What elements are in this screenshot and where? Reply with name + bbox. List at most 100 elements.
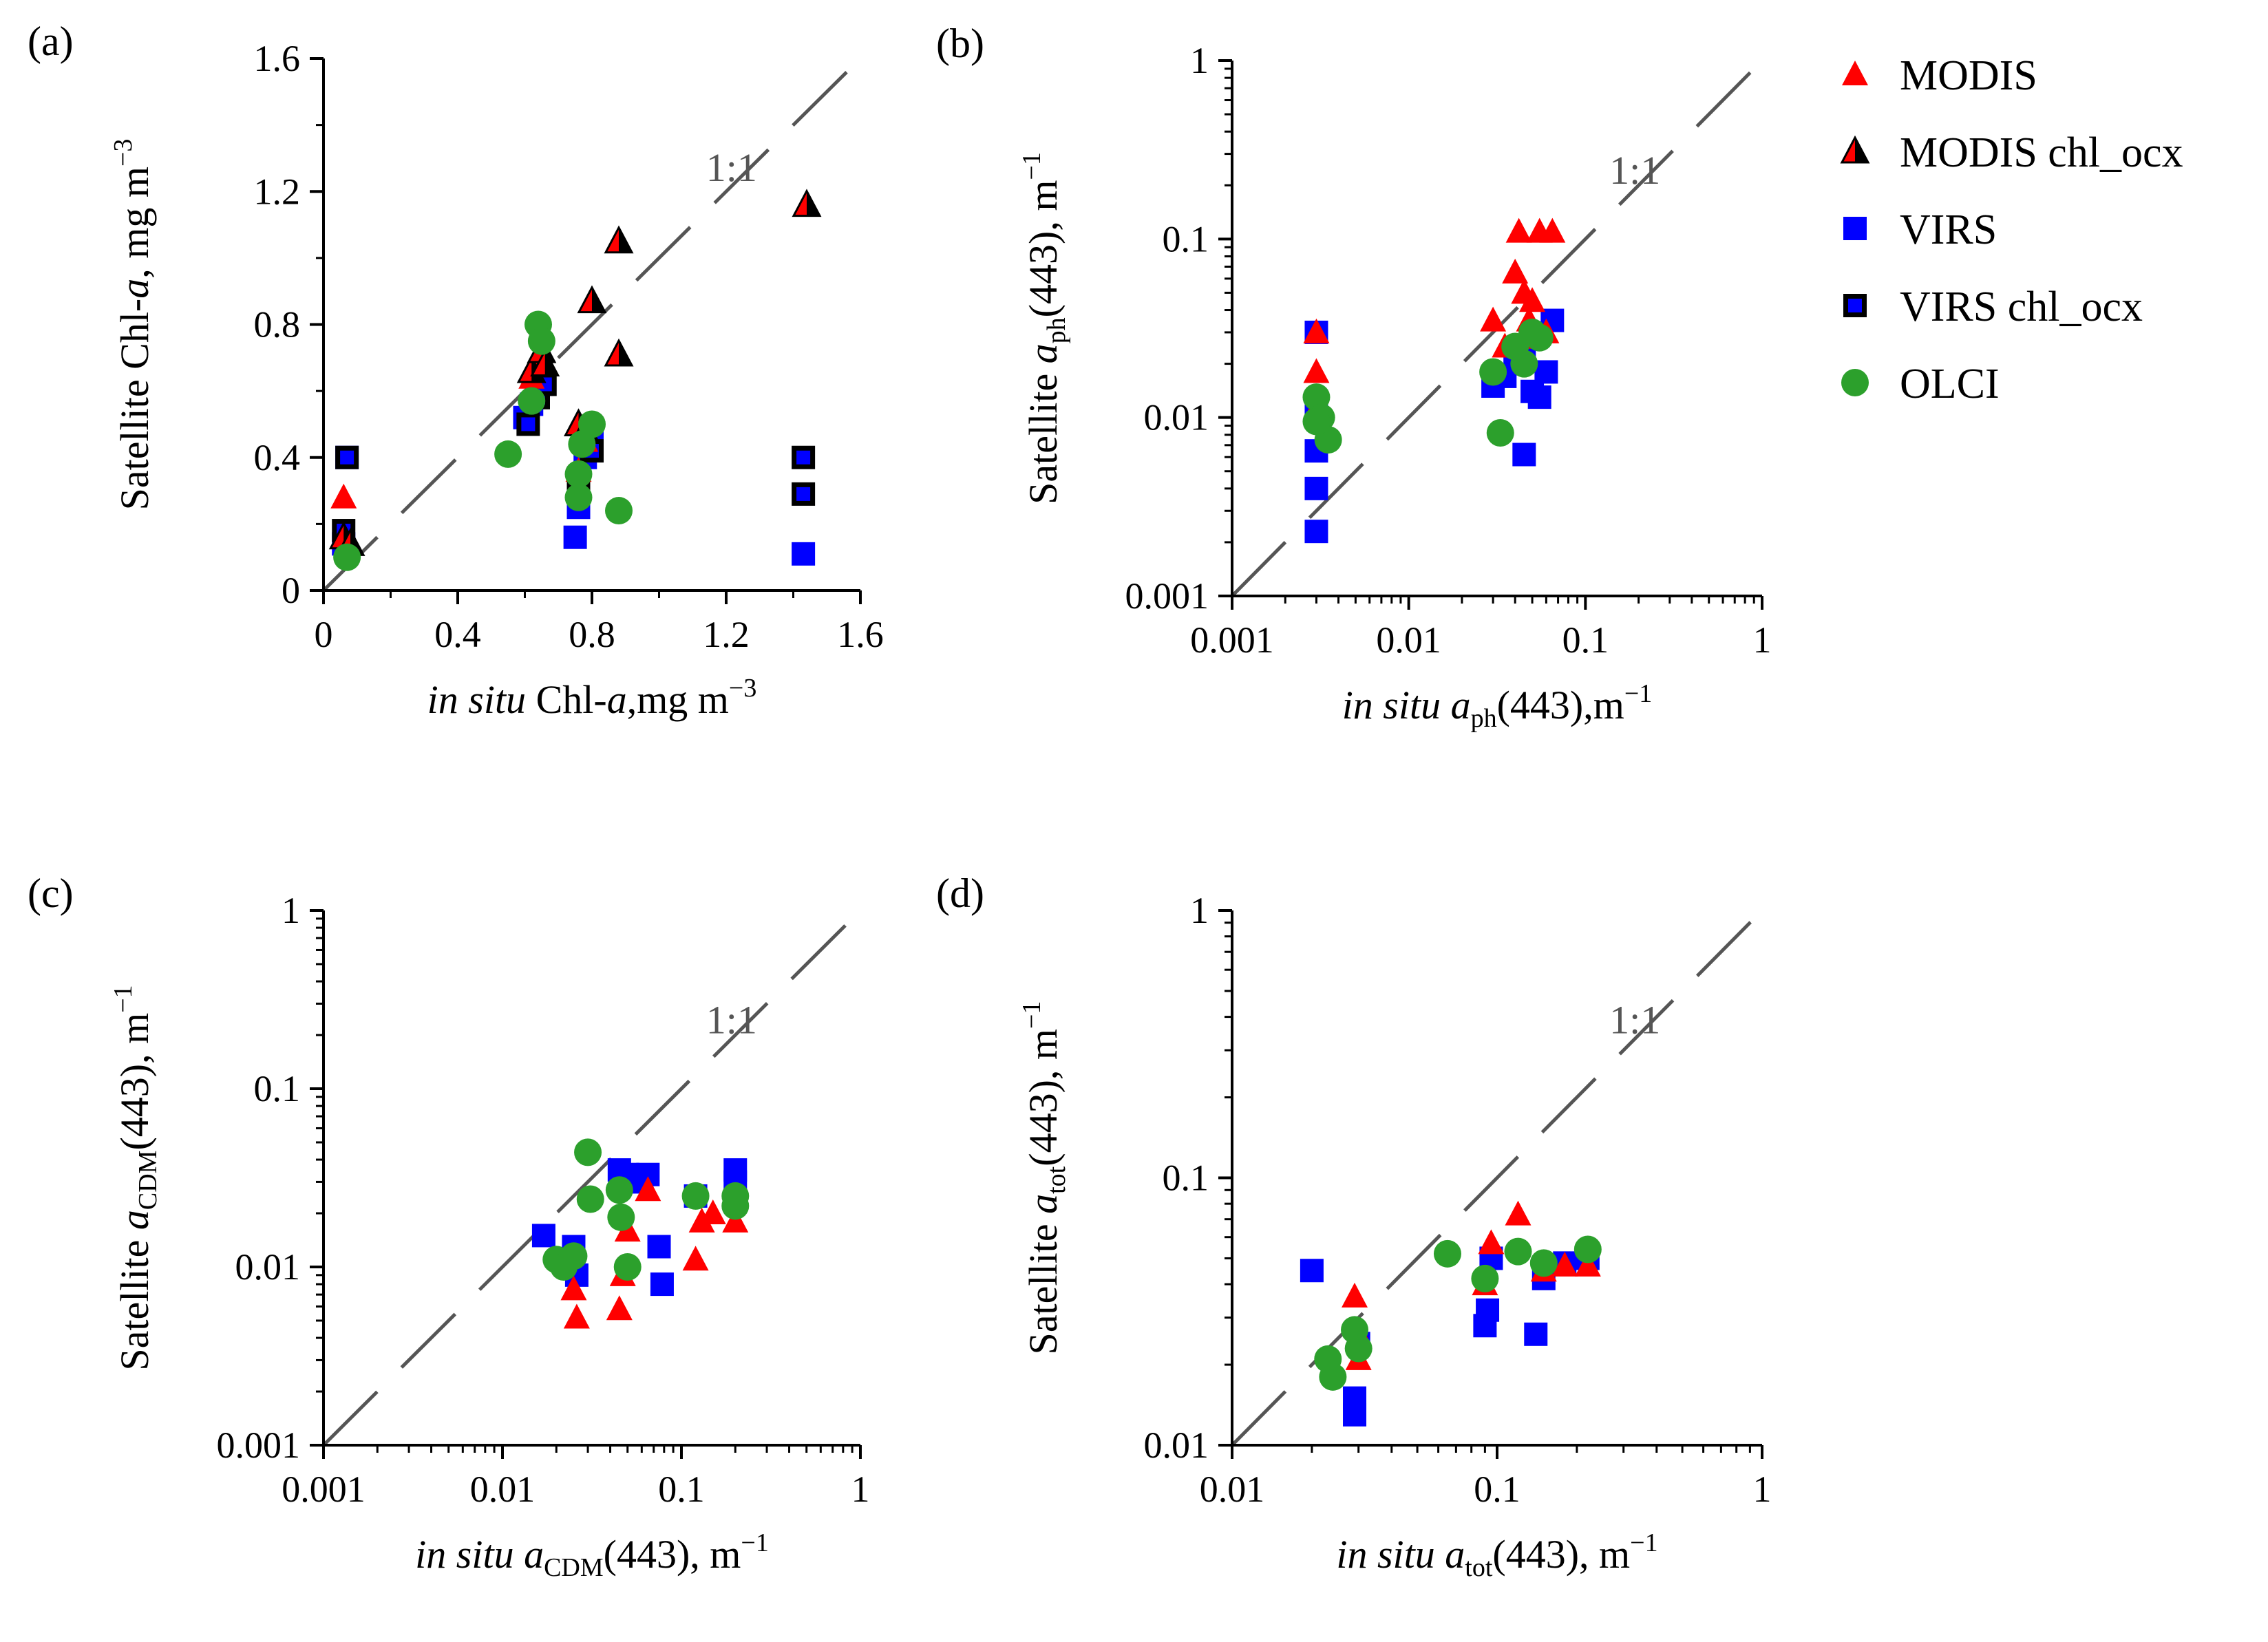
point-olci: [1302, 407, 1331, 436]
point-virs: [1300, 1259, 1324, 1283]
point-olci: [1504, 1237, 1532, 1266]
legend-marker-modis_chl: [1840, 135, 1870, 164]
point-olci: [576, 1185, 604, 1213]
legend-label-modis: MODIS: [1900, 52, 2037, 99]
legend-label-olci: OLCI: [1900, 361, 2000, 407]
y-tick-label: 1.6: [254, 38, 301, 79]
y-tick-label: 0.4: [254, 437, 301, 478]
y-axis-label: Satellite atot(443), m−1: [1017, 1001, 1071, 1355]
x-tick-label: 0.001: [282, 1469, 365, 1510]
x-tick-label: 1: [1753, 619, 1772, 661]
one-to-one-label: 1:1: [1609, 998, 1660, 1043]
point-modis: [563, 1303, 590, 1329]
legend-marker-modis: [1842, 61, 1868, 85]
x-axis-label: in situ aCDM(443), m−1: [415, 1528, 769, 1582]
point-olci: [494, 440, 522, 468]
point-modis: [1480, 306, 1507, 332]
x-axis-label: in situ Chl-a,mg m−3: [427, 674, 757, 722]
series-olci: [1314, 1235, 1602, 1391]
legend-marker-virs_chl: [1843, 294, 1867, 317]
point-modis: [682, 1246, 709, 1271]
point-modis: [1342, 1282, 1368, 1308]
point-virs: [650, 1272, 674, 1297]
one-to-one-line: [322, 67, 851, 592]
point-olci: [605, 497, 633, 525]
panel-c: 1:1 0.001 0.01 0.1 1 0.001 0.01 0.1 1 (c) in situ …: [28, 871, 870, 1582]
one-to-one-line: [1231, 919, 1753, 1447]
x-tick-label: 1: [1753, 1469, 1772, 1510]
x-tick-label: 0.4: [434, 614, 481, 655]
point-modis_chl: [604, 338, 634, 367]
point-olci: [333, 543, 361, 571]
one-to-one-line: [1231, 70, 1753, 597]
x-tick-label: 0.001: [1190, 619, 1274, 661]
legend-label-virs_chl: VIRS chl_ocx: [1900, 284, 2143, 330]
y-tick-label: 0.1: [254, 1068, 301, 1109]
point-virs: [1304, 520, 1328, 544]
y-tick-label: 0.1: [1163, 1158, 1209, 1199]
point-modis_chl: [792, 189, 822, 217]
point-virs: [1524, 1322, 1548, 1346]
point-olci: [1319, 1363, 1347, 1391]
y-tick-label: 0.1: [1163, 218, 1209, 259]
x-tick-label: 0.1: [1562, 619, 1609, 661]
one-to-one-label: 1:1: [706, 998, 757, 1043]
x-tick-label: 0.1: [658, 1469, 705, 1510]
point-modis_chl: [577, 285, 607, 314]
x-tick-label: 0.01: [1200, 1469, 1265, 1510]
point-olci: [1344, 1334, 1373, 1363]
series-modis: [330, 343, 599, 562]
point-virs_chl: [516, 412, 540, 436]
y-tick-label: 1.2: [254, 171, 301, 212]
point-olci: [605, 1176, 633, 1204]
point-virs: [531, 1224, 555, 1248]
point-modis: [1502, 258, 1529, 284]
panel-a: 1:1 0 0.4 0.8 1.2 1.6 0 0.4 0.8 1.2 1.6 (a) in situ …: [28, 19, 884, 722]
point-olci: [1510, 350, 1538, 378]
y-axis-label: Satellite aCDM(443), m−1: [109, 985, 162, 1370]
point-modis: [1505, 1200, 1532, 1226]
point-modis: [1478, 1229, 1505, 1255]
point-olci: [613, 1253, 642, 1281]
point-modis: [330, 483, 357, 509]
one-to-one-line: [322, 919, 851, 1447]
x-tick-label: 1: [851, 1469, 870, 1510]
x-axis-label: in situ aph(443),m−1: [1342, 679, 1653, 733]
y-tick-label: 0.001: [1125, 575, 1209, 617]
point-olci: [1479, 358, 1507, 386]
y-tick-label: 0.001: [217, 1425, 301, 1466]
point-olci: [564, 460, 593, 488]
panel-b: 1:1 0.001 0.01 0.1 1 0.001 0.01 0.1 1 (b) in situ …: [936, 21, 1772, 733]
x-axis-label: in situ atot(443), m−1: [1336, 1528, 1657, 1582]
point-olci: [1486, 419, 1514, 447]
y-tick-label: 1: [1190, 40, 1209, 81]
x-tick-label: 0.01: [1376, 619, 1441, 661]
x-tick-label: 0: [315, 614, 333, 655]
point-virs_chl: [335, 445, 359, 469]
point-virs: [1527, 385, 1551, 409]
point-olci: [607, 1203, 635, 1231]
legend: MODIS MODIS chl_ocx VIRS VIRS chl_ocx OLCI: [1840, 52, 2183, 407]
panel-label: (a): [28, 19, 74, 64]
point-olci: [1525, 323, 1554, 352]
x-tick-label: 1.6: [837, 614, 884, 655]
point-virs_chl: [792, 445, 816, 469]
y-tick-label: 0.01: [235, 1246, 301, 1288]
panel-label: (d): [936, 871, 984, 916]
point-modis: [688, 1207, 715, 1233]
legend-marker-olci: [1841, 369, 1869, 396]
y-tick-label: 1: [282, 890, 300, 931]
series-olci: [542, 1138, 750, 1281]
point-olci: [574, 1138, 602, 1166]
series-modis: [1342, 1200, 1601, 1370]
panel-label: (c): [28, 871, 74, 916]
point-modis: [699, 1199, 726, 1225]
panel-label: (b): [936, 21, 984, 66]
point-modis_chl: [530, 348, 560, 376]
one-to-one-label: 1:1: [706, 145, 757, 190]
series-olci: [333, 310, 633, 571]
point-modis: [635, 1176, 661, 1202]
point-modis: [1551, 1251, 1578, 1277]
x-tick-label: 0.01: [470, 1469, 536, 1510]
